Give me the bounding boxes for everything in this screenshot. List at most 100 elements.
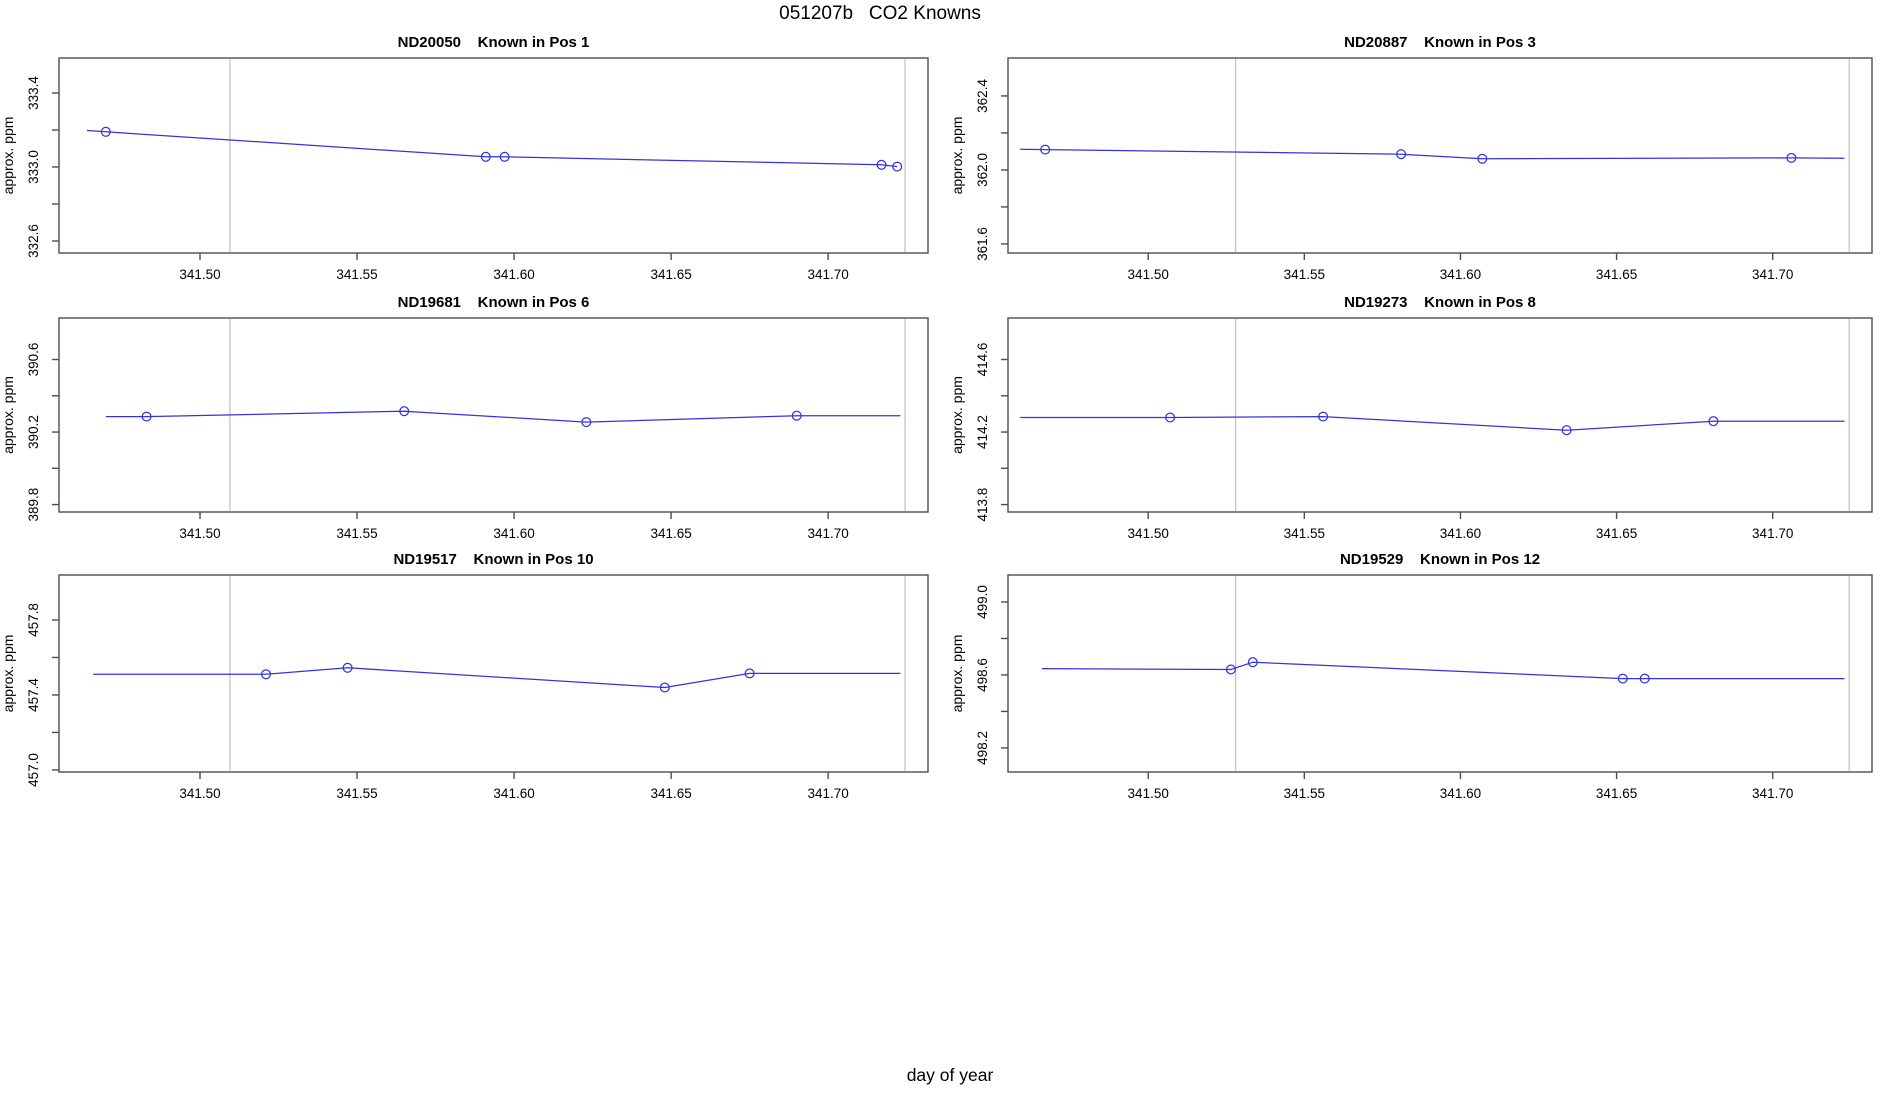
y-tick-label: 389.8 [26,488,41,522]
data-point [1318,411,1329,422]
data-line [86,129,898,168]
plot-box [58,574,929,773]
panel-title: ND19529 Known in Pos 12 [1340,551,1540,568]
x-tick-label: 341.70 [1752,786,1793,801]
x-tick-label: 341.65 [650,267,691,282]
plot-box [1007,317,1873,513]
x-tick-label: 341.50 [179,267,220,282]
panel-ND20050: 341.50 341.55 341.60 341.65 341.70 332.6 333.0… [0,34,929,282]
panel-ND20887: 341.50 341.55 341.60 341.65 341.70 361.6 362.0… [949,34,1873,282]
data-point [399,406,410,417]
data-point [342,662,353,673]
y-tick-label: 390.2 [26,415,41,449]
x-tick-label: 341.55 [1284,786,1325,801]
x-tick-label: 341.60 [493,526,534,541]
x-tick-label: 341.70 [807,786,848,801]
x-tick-label: 341.70 [1752,526,1793,541]
x-tick-label: 341.70 [807,267,848,282]
x-tick-label: 341.65 [1596,786,1637,801]
data-point [581,417,592,428]
data-point [1165,412,1176,423]
chart-title: 051207b CO2 Knowns [779,3,981,24]
x-tick-label: 341.50 [179,786,220,801]
y-axis-label: approx. ppm [0,635,16,713]
x-tick-label: 341.65 [650,786,691,801]
x-tick-label: 341.60 [1440,267,1481,282]
x-tick-label: 341.55 [336,786,377,801]
x-tick-label: 341.60 [493,786,534,801]
x-tick-label: 341.55 [336,267,377,282]
x-tick-label: 341.60 [1440,526,1481,541]
y-tick-label: 414.6 [975,343,990,377]
panel-title: ND20050 Known in Pos 1 [398,34,590,51]
panel-ND19517: 341.50 341.55 341.60 341.65 341.70 457.0 457.4… [0,551,929,801]
y-tick-label: 361.6 [975,227,990,261]
y-tick-label: 333.0 [26,150,41,184]
y-axis-label: approx. ppm [949,635,965,713]
x-tick-label: 341.50 [179,526,220,541]
plot-box [58,317,929,513]
x-tick-label: 341.60 [493,267,534,282]
x-tick-label: 341.55 [336,526,377,541]
x-tick-label: 341.70 [1752,267,1793,282]
data-line [1020,415,1845,431]
data-point [1225,664,1236,675]
x-tick-label: 341.55 [1284,267,1325,282]
y-tick-label: 457.8 [26,603,41,637]
x-tick-label: 341.65 [1596,267,1637,282]
data-line [105,410,901,423]
plot-box [1007,574,1873,773]
panel-title: ND19517 Known in Pos 10 [393,551,593,568]
y-tick-label: 390.6 [26,343,41,377]
y-tick-label: 332.6 [26,224,41,258]
x-tick-label: 341.65 [1596,526,1637,541]
data-point [100,126,111,137]
panel-title: ND19681 Known in Pos 6 [398,294,590,311]
data-line [1020,148,1845,160]
y-tick-label: 413.8 [975,488,990,522]
data-point [744,668,755,679]
data-point [876,159,887,170]
data-point [1708,416,1719,427]
y-tick-label: 362.4 [975,79,990,113]
y-tick-label: 499.0 [975,585,990,619]
data-point [480,151,491,162]
data-point [1786,152,1797,163]
plot-box [58,57,929,254]
data-point [260,669,272,680]
data-point [791,410,802,421]
y-tick-label: 333.4 [26,76,41,110]
y-tick-label: 498.2 [975,731,990,765]
panel-ND19529: 341.50 341.55 341.60 341.65 341.70 498.2 498.6… [949,551,1873,801]
x-tick-label: 341.50 [1128,786,1169,801]
data-point [892,161,903,172]
panel-ND19681: 341.50 341.55 341.60 341.65 341.70 389.8 390.2… [0,294,929,541]
data-point [659,682,670,693]
data-line [1041,661,1845,680]
y-tick-label: 498.6 [975,658,990,692]
x-tick-label: 341.55 [1284,526,1325,541]
plot-box [1007,57,1873,254]
x-axis-title: day of year [906,1065,994,1085]
data-point [141,411,152,422]
data-point [1477,153,1488,164]
data-point [1561,425,1572,436]
y-tick-label: 414.2 [975,415,990,449]
x-tick-label: 341.50 [1128,267,1169,282]
data-point [1396,149,1407,160]
data-point [1040,144,1051,155]
y-axis-label: approx. ppm [0,117,16,195]
y-axis-label: approx. ppm [949,376,965,454]
data-point [1247,657,1258,668]
y-tick-label: 457.4 [26,678,41,712]
data-point [1617,673,1628,684]
y-tick-label: 362.0 [975,153,990,187]
x-tick-label: 341.70 [807,526,848,541]
data-point [1639,673,1650,684]
x-tick-label: 341.60 [1440,786,1481,801]
panel-ND19273: 341.50 341.55 341.60 341.65 341.70 413.8 414.2… [949,294,1873,541]
data-point [499,151,510,162]
panel-title: ND20887 Known in Pos 3 [1344,34,1536,51]
